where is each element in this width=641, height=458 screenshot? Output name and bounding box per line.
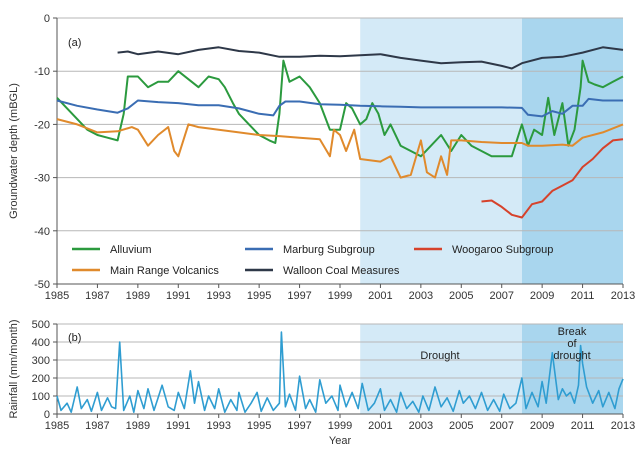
y-tick-label: 400 [32, 337, 50, 349]
x-tick-label: 2005 [449, 290, 473, 302]
x-tick-label: 1989 [126, 420, 150, 432]
x-tick-label: 2001 [368, 290, 392, 302]
series-line-woogaroo-subgroup [481, 138, 624, 219]
y-tick-label: -40 [34, 226, 50, 238]
x-tick-label: 1997 [287, 420, 311, 432]
annotation-drought: Drought [420, 350, 459, 362]
x-tick-label: 1993 [206, 420, 230, 432]
y-tick-label: -50 [34, 279, 50, 291]
legend-label: Alluvium [110, 244, 152, 256]
legend-label: Main Range Volcanics [110, 265, 219, 277]
x-tick-label: 1997 [287, 290, 311, 302]
legend-label: Marburg Subgroup [283, 244, 375, 256]
x-tick-label: 1985 [45, 290, 69, 302]
y-tick-label: -20 [34, 119, 50, 131]
x-tick-label: 1985 [45, 420, 69, 432]
annotation-break-of-drought: Break [558, 326, 587, 338]
y-tick-label: 0 [44, 409, 50, 421]
x-axis-label: Year [329, 435, 352, 447]
series-line-alluvium [56, 59, 624, 158]
series-line-marburg-subgroup [56, 97, 623, 118]
y-tick-label: -10 [34, 66, 50, 78]
x-tick-label: 2001 [368, 420, 392, 432]
y-tick-label: 100 [32, 391, 50, 403]
x-tick-label: 2007 [489, 290, 513, 302]
annotation-break-of-drought: drought [553, 350, 590, 362]
annotation-break-of-drought: of [567, 338, 577, 350]
x-tick-label: 1999 [328, 290, 352, 302]
y-tick-label: -30 [34, 173, 50, 185]
panel-label: (a) [68, 37, 81, 49]
y-tick-label: 200 [32, 373, 50, 385]
x-tick-label: 2013 [611, 290, 635, 302]
x-tick-label: 2011 [571, 420, 595, 432]
legend-label: Woogaroo Subgroup [452, 244, 553, 256]
x-tick-label: 2003 [409, 290, 433, 302]
x-tick-label: 1993 [206, 290, 230, 302]
x-tick-label: 2005 [449, 420, 473, 432]
x-tick-label: 1987 [85, 420, 109, 432]
y-tick-label: 300 [32, 355, 50, 367]
x-tick-label: 1995 [247, 290, 271, 302]
x-tick-label: 1995 [247, 420, 271, 432]
x-tick-label: 2003 [409, 420, 433, 432]
x-tick-label: 1999 [328, 420, 352, 432]
x-tick-label: 1991 [166, 420, 190, 432]
x-tick-label: 1989 [126, 290, 150, 302]
shade-break-of-drought [521, 18, 623, 284]
x-tick-label: 2009 [530, 290, 554, 302]
series-line-main-range-volcanics [56, 118, 624, 179]
y-tick-label: 500 [32, 319, 50, 331]
y-tick-label: 0 [44, 13, 50, 25]
panel-label: (b) [68, 332, 81, 344]
x-tick-label: 2011 [571, 290, 595, 302]
x-tick-label: 1991 [166, 290, 190, 302]
series-line-rainfall [56, 331, 624, 414]
y-axis-label: Groundwater depth (mBGL) [8, 83, 20, 219]
x-tick-label: 1987 [85, 290, 109, 302]
x-tick-label: 2009 [530, 420, 554, 432]
series-line-walloon-coal-measures [117, 46, 624, 70]
shade-drought [360, 324, 522, 414]
y-axis-label: Rainfall (mm/month) [8, 319, 20, 418]
x-tick-label: 2013 [611, 420, 635, 432]
x-tick-label: 2007 [489, 420, 513, 432]
legend-label: Walloon Coal Measures [283, 265, 400, 277]
